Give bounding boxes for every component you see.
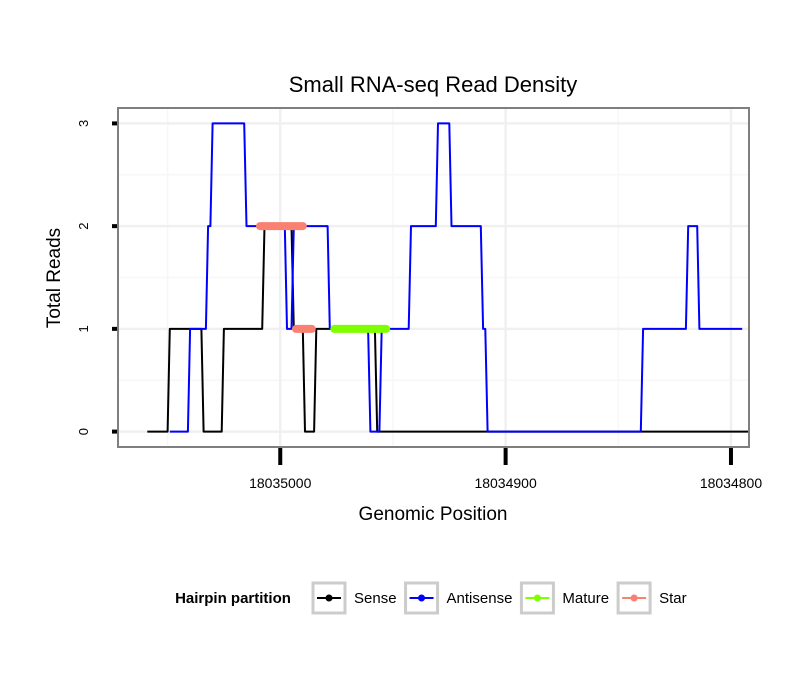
legend-label-mature: Mature bbox=[562, 590, 609, 607]
chart-title: Small RNA-seq Read Density bbox=[289, 72, 578, 97]
legend-label-sense: Sense bbox=[354, 590, 397, 607]
y-axis-label: Total Reads bbox=[44, 228, 65, 328]
legend-key-point-star bbox=[630, 594, 638, 602]
y-axis: 0 1 2 3 bbox=[76, 120, 117, 435]
legend-label-antisense: Antisense bbox=[447, 590, 513, 607]
legend-key-point-antisense bbox=[418, 594, 426, 602]
y-tick-label: 0 bbox=[76, 428, 91, 435]
y-tick-label: 1 bbox=[76, 325, 91, 332]
series-layer bbox=[147, 122, 749, 433]
y-tick-label: 3 bbox=[76, 120, 91, 127]
x-tick-label: 18034900 bbox=[474, 475, 537, 491]
legend-label-star: Star bbox=[659, 590, 687, 607]
legend-key-point-mature bbox=[533, 594, 541, 602]
legend: Hairpin partition Sense Antisense Mature St… bbox=[175, 581, 687, 615]
x-tick-label: 18034800 bbox=[700, 475, 763, 491]
x-tick-label: 18035000 bbox=[249, 475, 312, 491]
legend-key-point-sense bbox=[325, 594, 333, 602]
x-axis-label: Genomic Position bbox=[359, 504, 508, 525]
panel-border bbox=[117, 107, 750, 448]
legend-title: Hairpin partition bbox=[175, 590, 291, 607]
x-axis: 18035000 18034900 18034800 bbox=[249, 448, 762, 491]
y-tick-label: 2 bbox=[76, 222, 91, 229]
